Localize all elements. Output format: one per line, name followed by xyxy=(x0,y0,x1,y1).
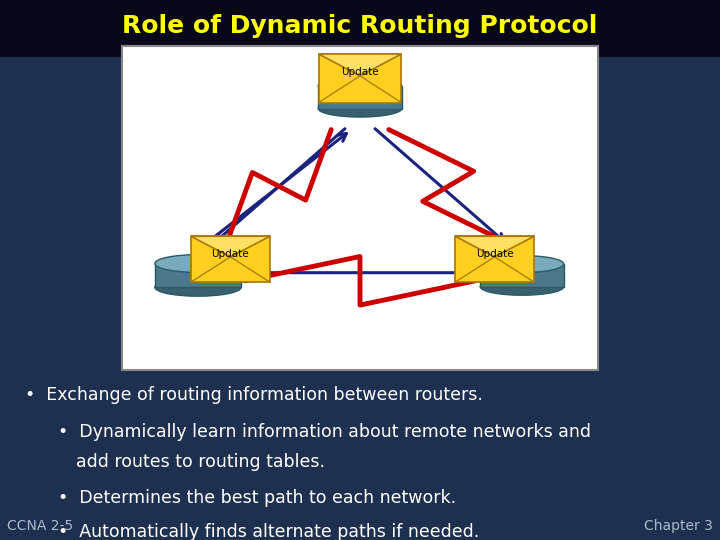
Text: Chapter 3: Chapter 3 xyxy=(644,519,713,533)
Text: CCNA 2-5: CCNA 2-5 xyxy=(7,519,73,533)
FancyBboxPatch shape xyxy=(122,46,598,370)
Text: Update: Update xyxy=(212,249,249,259)
Text: •  Exchange of routing information between routers.: • Exchange of routing information betwee… xyxy=(25,386,483,404)
Text: •  Automatically finds alternate paths if needed.: • Automatically finds alternate paths if… xyxy=(58,523,479,540)
Text: •  Dynamically learn information about remote networks and: • Dynamically learn information about re… xyxy=(58,423,590,441)
Text: Update: Update xyxy=(476,249,513,259)
Text: Update: Update xyxy=(341,68,379,77)
Polygon shape xyxy=(191,237,270,257)
FancyBboxPatch shape xyxy=(319,54,402,103)
FancyBboxPatch shape xyxy=(191,237,270,282)
Text: R1: R1 xyxy=(190,299,206,309)
Text: Role of Dynamic Routing Protocol: Role of Dynamic Routing Protocol xyxy=(122,14,598,38)
Polygon shape xyxy=(455,237,534,257)
Text: R3: R3 xyxy=(514,298,530,308)
Ellipse shape xyxy=(155,279,241,296)
Ellipse shape xyxy=(480,255,564,273)
Text: add routes to routing tables.: add routes to routing tables. xyxy=(76,453,325,470)
FancyBboxPatch shape xyxy=(480,264,564,287)
Ellipse shape xyxy=(318,77,402,94)
Ellipse shape xyxy=(155,254,241,272)
Ellipse shape xyxy=(318,100,402,117)
FancyBboxPatch shape xyxy=(0,0,720,57)
FancyBboxPatch shape xyxy=(455,237,534,282)
Text: •  Determines the best path to each network.: • Determines the best path to each netwo… xyxy=(58,489,456,507)
Polygon shape xyxy=(319,54,402,76)
FancyBboxPatch shape xyxy=(155,264,241,287)
FancyBboxPatch shape xyxy=(318,86,402,109)
Ellipse shape xyxy=(480,278,564,295)
